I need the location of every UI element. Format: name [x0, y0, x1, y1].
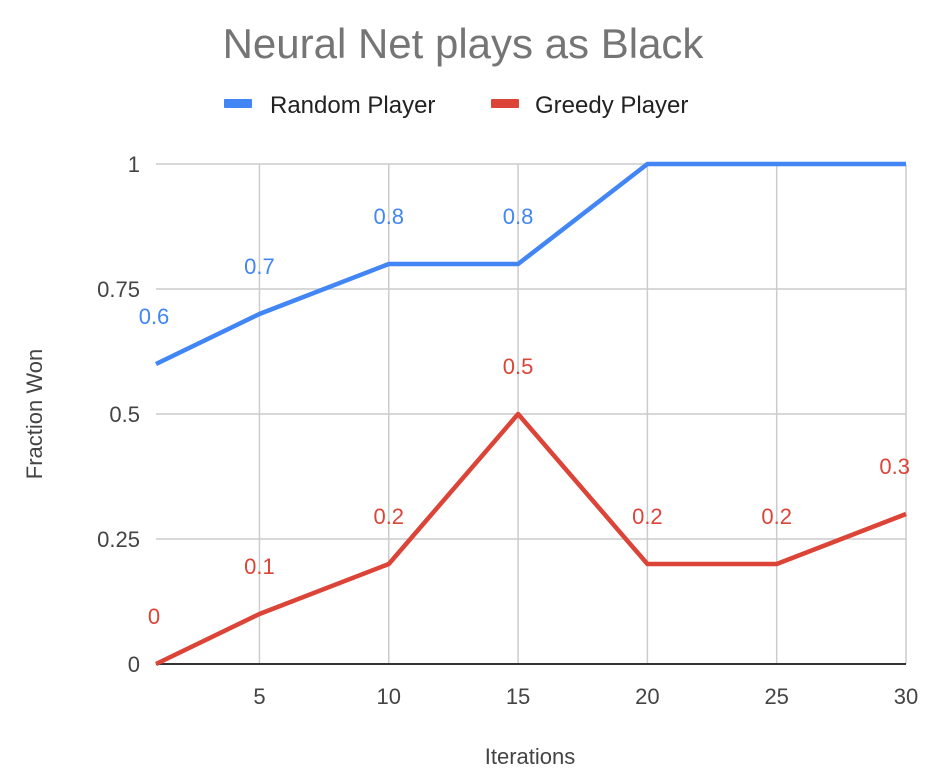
data-label-random-player: 0.6 — [139, 304, 170, 329]
x-tick-label: 10 — [377, 684, 401, 709]
data-point-greedy-player[interactable] — [900, 508, 912, 520]
legend-label-greedy-player: Greedy Player — [535, 92, 688, 119]
data-label-random-player: 0.8 — [373, 204, 404, 229]
x-tick-label: 5 — [253, 684, 265, 709]
data-point-random-player[interactable] — [771, 158, 783, 170]
legend: Random Player Greedy Player — [224, 92, 688, 119]
data-label-greedy-player: 0.5 — [503, 354, 534, 379]
x-tick-label: 30 — [894, 684, 918, 709]
data-point-greedy-player[interactable] — [512, 408, 524, 420]
series-layer — [150, 158, 912, 670]
legend-item-greedy-player[interactable]: Greedy Player — [491, 92, 688, 119]
data-label-random-player: 0.7 — [244, 254, 275, 279]
data-point-greedy-player[interactable] — [253, 608, 265, 620]
x-axis-title: Iterations — [485, 744, 576, 769]
chart-title: Neural Net plays as Black — [223, 20, 705, 67]
y-tick-label: 0 — [128, 652, 140, 677]
data-label-random-player: 0.8 — [503, 204, 534, 229]
data-point-greedy-player[interactable] — [641, 558, 653, 570]
legend-label-random-player: Random Player — [270, 92, 435, 119]
data-labels: 0.6 0.7 0.8 0.8 0 0.1 0.2 0.5 0.2 0.2 0.3 — [139, 204, 910, 629]
legend-swatch-greedy-player — [491, 99, 519, 108]
data-label-greedy-player: 0.1 — [244, 554, 275, 579]
series-line-random-player[interactable] — [155, 161, 906, 367]
x-tick-label: 20 — [635, 684, 659, 709]
data-point-random-player[interactable] — [900, 158, 912, 170]
data-label-greedy-player: 0 — [148, 604, 160, 629]
series-line-greedy-player[interactable] — [155, 411, 907, 667]
data-label-greedy-player: 0.3 — [879, 454, 910, 479]
data-point-greedy-player[interactable] — [383, 558, 395, 570]
data-point-random-player[interactable] — [383, 258, 395, 270]
data-point-random-player[interactable] — [641, 158, 653, 170]
data-label-greedy-player: 0.2 — [632, 504, 663, 529]
x-tick-label: 15 — [506, 684, 530, 709]
gridlines — [156, 163, 907, 664]
data-point-greedy-player[interactable] — [771, 558, 783, 570]
y-tick-label: 1 — [128, 152, 140, 177]
y-tick-label: 0.75 — [97, 277, 140, 302]
y-tick-label: 0.25 — [97, 527, 140, 552]
data-label-greedy-player: 0.2 — [761, 504, 792, 529]
data-point-random-player[interactable] — [150, 358, 162, 370]
data-point-random-player[interactable] — [253, 308, 265, 320]
legend-swatch-random-player — [224, 99, 252, 108]
data-point-random-player[interactable] — [512, 258, 524, 270]
data-point-greedy-player[interactable] — [150, 658, 162, 670]
legend-item-random-player[interactable]: Random Player — [224, 92, 435, 119]
y-axis-title: Fraction Won — [22, 349, 47, 479]
x-tick-label: 25 — [764, 684, 788, 709]
y-tick-label: 0.5 — [109, 402, 140, 427]
data-label-greedy-player: 0.2 — [373, 504, 404, 529]
